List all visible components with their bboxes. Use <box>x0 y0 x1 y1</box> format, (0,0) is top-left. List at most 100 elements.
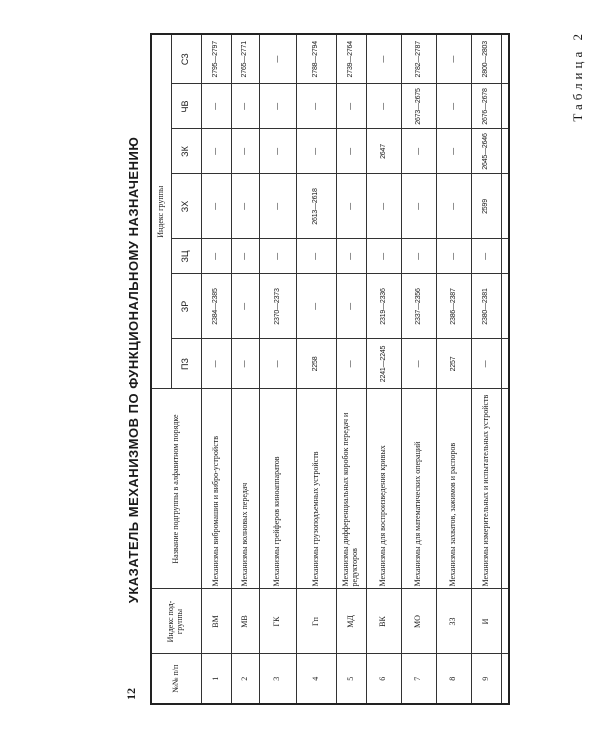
subgroup-index: ЗЗ <box>436 589 471 654</box>
subgroup-name: Механизмы вибромашин и вибро-устройств <box>201 389 231 589</box>
group-range-cell: 2599 <box>471 174 501 239</box>
subgroup-index: ВМ <box>201 589 231 654</box>
group-range-cell: — <box>201 239 231 274</box>
group-range-cell: — <box>201 129 231 174</box>
group-range-cell: — <box>259 129 296 174</box>
group-range-cell: — <box>471 239 501 274</box>
subgroup-name: Механизмы грейферов киноаппаратов <box>259 389 296 589</box>
group-range-cell: — <box>436 239 471 274</box>
header-group-index: Индекс группы <box>151 34 171 389</box>
header-subgroup-index: Индекс под-группы <box>151 589 201 654</box>
group-range-cell: — <box>231 84 259 129</box>
row-number: 9 <box>471 654 501 704</box>
group-range-cell: — <box>436 174 471 239</box>
group-range-cell: — <box>259 239 296 274</box>
group-range-cell: — <box>296 84 336 129</box>
table-row: 6 ВК Механизмы для воспроизведения кривых 2… <box>366 34 401 704</box>
group-range-cell: — <box>231 174 259 239</box>
subgroup-name: Механизмы волновых передач <box>231 389 259 589</box>
group-range-cell: 2647 <box>366 129 401 174</box>
header-group-0: ПЗ <box>171 339 201 389</box>
group-range-cell: 2676—2678 <box>471 84 501 129</box>
table-row: 5 МД Механизмы дифференциальных коробок пе… <box>336 34 366 704</box>
group-range-cell: — <box>231 129 259 174</box>
group-range-cell: — <box>366 174 401 239</box>
group-range-cell: 2370—2373 <box>259 274 296 339</box>
group-range-cell: — <box>201 174 231 239</box>
group-range-cell: — <box>336 174 366 239</box>
empty-cell <box>501 239 509 274</box>
page-title: УКАЗАТЕЛЬ МЕХАНИЗМОВ ПО ФУНКЦИОНАЛЬНОМУ … <box>126 136 141 604</box>
group-range-cell: 2258 <box>296 339 336 389</box>
group-range-cell: 2673—2675 <box>401 84 436 129</box>
group-range-cell: — <box>401 174 436 239</box>
group-range-cell: — <box>336 339 366 389</box>
table-row: 8 ЗЗ Механизмы захватов, зажимов и распоро… <box>436 34 471 704</box>
group-range-cell: — <box>401 339 436 389</box>
subgroup-index: ГК <box>259 589 296 654</box>
group-range-cell: 2613—2618 <box>296 174 336 239</box>
empty-cell <box>501 389 509 589</box>
empty-cell <box>501 589 509 654</box>
row-number: 7 <box>401 654 436 704</box>
empty-cell <box>501 339 509 389</box>
group-range-cell: — <box>366 34 401 84</box>
group-range-cell: — <box>436 129 471 174</box>
group-range-cell: — <box>366 239 401 274</box>
group-range-cell: 2384—2385 <box>201 274 231 339</box>
subgroup-name: Механизмы для математических операций <box>401 389 436 589</box>
subgroup-index: Гп <box>296 589 336 654</box>
empty-cell <box>501 84 509 129</box>
group-range-cell: — <box>336 274 366 339</box>
table-row: 2 МВ Механизмы волновых передач — — — — — —2765—… <box>231 34 259 704</box>
subgroup-index: МО <box>401 589 436 654</box>
group-range-cell: — <box>336 84 366 129</box>
empty-cell <box>501 274 509 339</box>
group-range-cell: 2241—2245 <box>366 339 401 389</box>
group-range-cell: 2380—2381 <box>471 274 501 339</box>
group-range-cell: 2782—2787 <box>401 34 436 84</box>
subgroup-name: Механизмы грузоподъемных устройств <box>296 389 336 589</box>
header-group-2: ЗЦ <box>171 239 201 274</box>
header-group-6: СЗ <box>171 34 201 84</box>
group-range-cell: 2788—2794 <box>296 34 336 84</box>
group-range-cell: — <box>366 84 401 129</box>
group-range-cell: — <box>296 129 336 174</box>
header-subgroup-name: Название подгруппы в алфавитном порядке <box>151 389 201 589</box>
row-number: 8 <box>436 654 471 704</box>
subgroup-index: И <box>471 589 501 654</box>
row-number: 3 <box>259 654 296 704</box>
header-group-3: ЗХ <box>171 174 201 239</box>
group-range-cell: — <box>401 129 436 174</box>
row-number: 6 <box>366 654 401 704</box>
subgroup-name: Механизмы захватов, зажимов и распоров <box>436 389 471 589</box>
group-range-cell: 2800—2803 <box>471 34 501 84</box>
header-group-1: ЗР <box>171 274 201 339</box>
row-number: 5 <box>336 654 366 704</box>
group-range-cell: 2319—2336 <box>366 274 401 339</box>
group-range-cell: 2257 <box>436 339 471 389</box>
empty-cell <box>501 174 509 239</box>
page-number: 12 <box>124 688 138 700</box>
group-range-cell: — <box>259 174 296 239</box>
group-range-cell: 2645—2646 <box>471 129 501 174</box>
group-range-cell: — <box>259 84 296 129</box>
empty-cell <box>501 129 509 174</box>
table-label: Таблица 2 <box>570 30 585 122</box>
group-range-cell: — <box>231 274 259 339</box>
group-range-cell: — <box>231 239 259 274</box>
header-num: №№ п/п <box>151 654 201 704</box>
group-range-cell: 2795—2797 <box>201 34 231 84</box>
row-number: 2 <box>231 654 259 704</box>
subgroup-index: ВК <box>366 589 401 654</box>
group-range-cell: — <box>259 34 296 84</box>
group-range-cell: — <box>401 239 436 274</box>
group-range-cell: — <box>231 339 259 389</box>
subgroup-name: Механизмы для воспроизведения кривых <box>366 389 401 589</box>
mechanisms-index-table: №№ п/п Индекс под-группы Название подгру… <box>150 33 510 705</box>
group-range-cell: — <box>296 239 336 274</box>
header-group-5: ЧВ <box>171 84 201 129</box>
group-range-cell: — <box>436 84 471 129</box>
table-row: 1 ВМ Механизмы вибромашин и вибро-устройст… <box>201 34 231 704</box>
